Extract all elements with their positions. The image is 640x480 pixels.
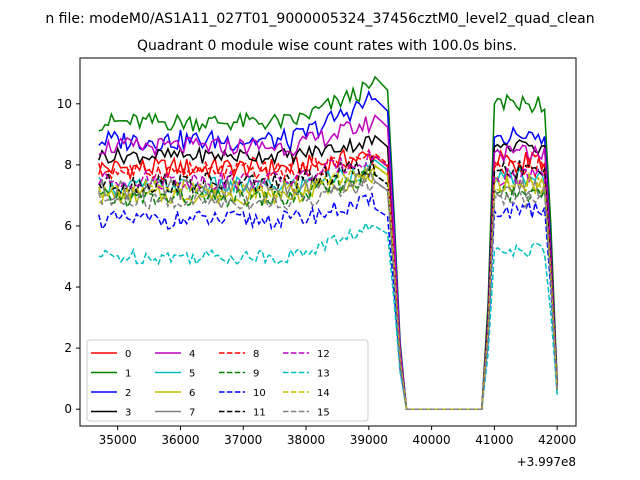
legend-label-2: 2 [125,388,131,399]
x-offset-label: +3.997e8 [517,455,576,469]
y-tick-label: 8 [64,158,72,172]
legend-label-9: 9 [253,369,259,380]
legend-label-12: 12 [317,349,330,360]
y-axis: 0 2 4 6 8 10 [57,97,80,416]
series-line-15 [98,177,558,410]
x-tick-label: 36000 [161,433,199,447]
series-line-13 [98,221,558,410]
legend-label-1: 1 [125,369,131,380]
legend-box [86,339,369,422]
legend-label-0: 0 [125,349,131,360]
x-tick-label: 40000 [413,433,451,447]
legend-label-6: 6 [189,388,195,399]
series-line-9 [98,167,558,410]
legend-label-3: 3 [125,408,131,419]
legend-label-4: 4 [189,349,195,360]
y-tick-label: 0 [64,402,72,416]
series-layer [98,75,558,410]
legend-label-5: 5 [189,369,195,380]
series-line-10 [98,192,558,410]
x-tick-label: 42000 [538,433,576,447]
legend-label-14: 14 [317,388,330,399]
legend-label-7: 7 [189,408,195,419]
y-tick-label: 10 [57,97,72,111]
legend-label-13: 13 [317,369,330,380]
chart-title: Quadrant 0 module wise count rates with … [137,38,517,54]
figure-suptitle: n file: modeM0/AS1A11_027T01_9000005324_… [45,11,594,27]
x-tick-label: 35000 [99,433,137,447]
x-axis: 35000 36000 37000 38000 39000 40000 41000 42000 [99,426,576,447]
y-tick-label: 2 [64,341,72,355]
x-tick-label: 38000 [287,433,325,447]
y-tick-label: 6 [64,219,72,233]
x-tick-label: 37000 [224,433,262,447]
legend-label-8: 8 [253,349,259,360]
x-tick-label: 39000 [350,433,388,447]
axes-frame [79,57,577,427]
legend-label-15: 15 [317,408,330,419]
x-tick-label: 41000 [475,433,513,447]
legend-label-10: 10 [253,388,266,399]
legend-label-11: 11 [253,408,266,419]
y-tick-label: 4 [64,280,72,294]
